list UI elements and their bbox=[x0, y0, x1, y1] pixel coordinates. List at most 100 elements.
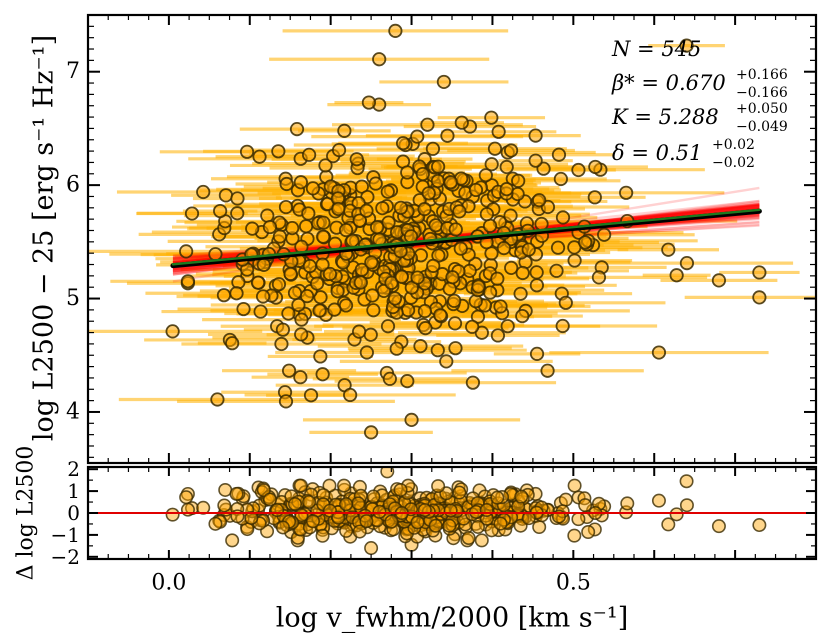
data-point bbox=[370, 220, 385, 235]
data-point bbox=[454, 115, 469, 130]
y-tick-label: 5 bbox=[66, 286, 80, 311]
residual-point bbox=[521, 511, 536, 526]
annotation-beta: β* = 0.670 bbox=[611, 71, 726, 95]
data-point bbox=[380, 319, 396, 334]
residual-point bbox=[275, 520, 290, 535]
data-point bbox=[281, 363, 297, 378]
data-point bbox=[478, 168, 493, 183]
data-point bbox=[428, 218, 443, 233]
data-point bbox=[415, 166, 430, 182]
data-point bbox=[499, 159, 514, 175]
residual-point bbox=[661, 517, 676, 532]
annotation-k-lower: −0.049 bbox=[736, 119, 788, 135]
data-point bbox=[180, 274, 196, 289]
residual-y-tick-label: 1 bbox=[67, 479, 80, 503]
data-point bbox=[330, 284, 345, 299]
data-point bbox=[528, 128, 543, 143]
data-point bbox=[349, 152, 364, 167]
data-point bbox=[393, 200, 408, 215]
data-point bbox=[316, 215, 331, 230]
data-point bbox=[293, 175, 308, 190]
residual-point bbox=[452, 485, 467, 500]
data-point bbox=[571, 162, 586, 178]
residual-point bbox=[315, 528, 330, 543]
residual-point bbox=[495, 490, 510, 505]
data-point bbox=[365, 288, 380, 303]
data-point bbox=[448, 222, 463, 237]
data-point bbox=[558, 295, 573, 310]
residual-point bbox=[503, 487, 518, 502]
data-point bbox=[413, 339, 428, 354]
data-point bbox=[529, 278, 544, 293]
data-point bbox=[322, 266, 338, 282]
residual-point bbox=[393, 482, 408, 497]
residual-point bbox=[359, 514, 374, 529]
data-point bbox=[285, 220, 300, 236]
data-point bbox=[468, 182, 484, 198]
data-point bbox=[281, 306, 296, 321]
data-point bbox=[417, 202, 432, 217]
data-point bbox=[338, 298, 354, 313]
data-point bbox=[440, 128, 455, 143]
residual-point bbox=[293, 478, 308, 493]
data-point bbox=[439, 354, 454, 369]
data-point bbox=[250, 275, 266, 290]
data-point bbox=[425, 141, 441, 156]
residual-point bbox=[651, 493, 666, 508]
residual-point bbox=[578, 498, 593, 513]
residual-point bbox=[364, 541, 379, 556]
data-point bbox=[331, 201, 346, 217]
axis-ticks bbox=[87, 14, 817, 559]
data-point bbox=[515, 308, 530, 324]
x-axis-title: log v_fwhm/2000 [km s⁻¹] bbox=[276, 603, 629, 634]
data-point bbox=[490, 271, 505, 286]
data-point bbox=[578, 235, 593, 250]
residual-point bbox=[679, 474, 694, 489]
data-point bbox=[352, 324, 367, 339]
residual-point bbox=[244, 510, 259, 525]
data-point bbox=[366, 303, 381, 318]
residual-point bbox=[366, 489, 381, 504]
annotation-delta-lower: −0.02 bbox=[712, 155, 755, 171]
data-point bbox=[532, 193, 547, 208]
data-point bbox=[225, 336, 240, 351]
residual-point bbox=[443, 503, 458, 518]
residual-point bbox=[479, 503, 494, 518]
residual-point bbox=[711, 519, 726, 534]
data-point bbox=[551, 147, 567, 162]
residual-point bbox=[571, 512, 586, 527]
data-point bbox=[253, 304, 268, 319]
data-point bbox=[400, 374, 415, 389]
residual-point bbox=[581, 525, 596, 540]
residual-point bbox=[229, 486, 244, 501]
data-point bbox=[504, 260, 519, 276]
data-point bbox=[316, 229, 331, 244]
best-fit-lines bbox=[170, 208, 762, 269]
data-point bbox=[619, 185, 634, 200]
annotation-beta-upper: +0.166 bbox=[736, 67, 788, 83]
data-point bbox=[271, 277, 287, 292]
data-point bbox=[447, 293, 462, 308]
data-point bbox=[387, 291, 403, 306]
data-point bbox=[352, 213, 367, 228]
data-point bbox=[394, 269, 409, 284]
data-point bbox=[291, 297, 306, 313]
annotation-n: N = 545 bbox=[611, 37, 701, 61]
residual-point bbox=[679, 498, 694, 513]
residual-point bbox=[179, 490, 194, 505]
data-point bbox=[372, 52, 387, 67]
data-point bbox=[208, 247, 223, 262]
residual-point bbox=[351, 496, 366, 511]
data-point bbox=[299, 219, 314, 234]
data-point bbox=[179, 244, 194, 259]
data-point bbox=[313, 290, 328, 305]
data-point bbox=[230, 206, 245, 221]
residual-point bbox=[493, 516, 508, 531]
data-point bbox=[184, 206, 200, 221]
residual-point bbox=[230, 509, 245, 524]
residual-point bbox=[288, 497, 303, 512]
data-point bbox=[591, 270, 607, 285]
data-point bbox=[490, 328, 506, 343]
data-point bbox=[294, 312, 309, 327]
annotation-delta-upper: +0.02 bbox=[712, 137, 755, 153]
